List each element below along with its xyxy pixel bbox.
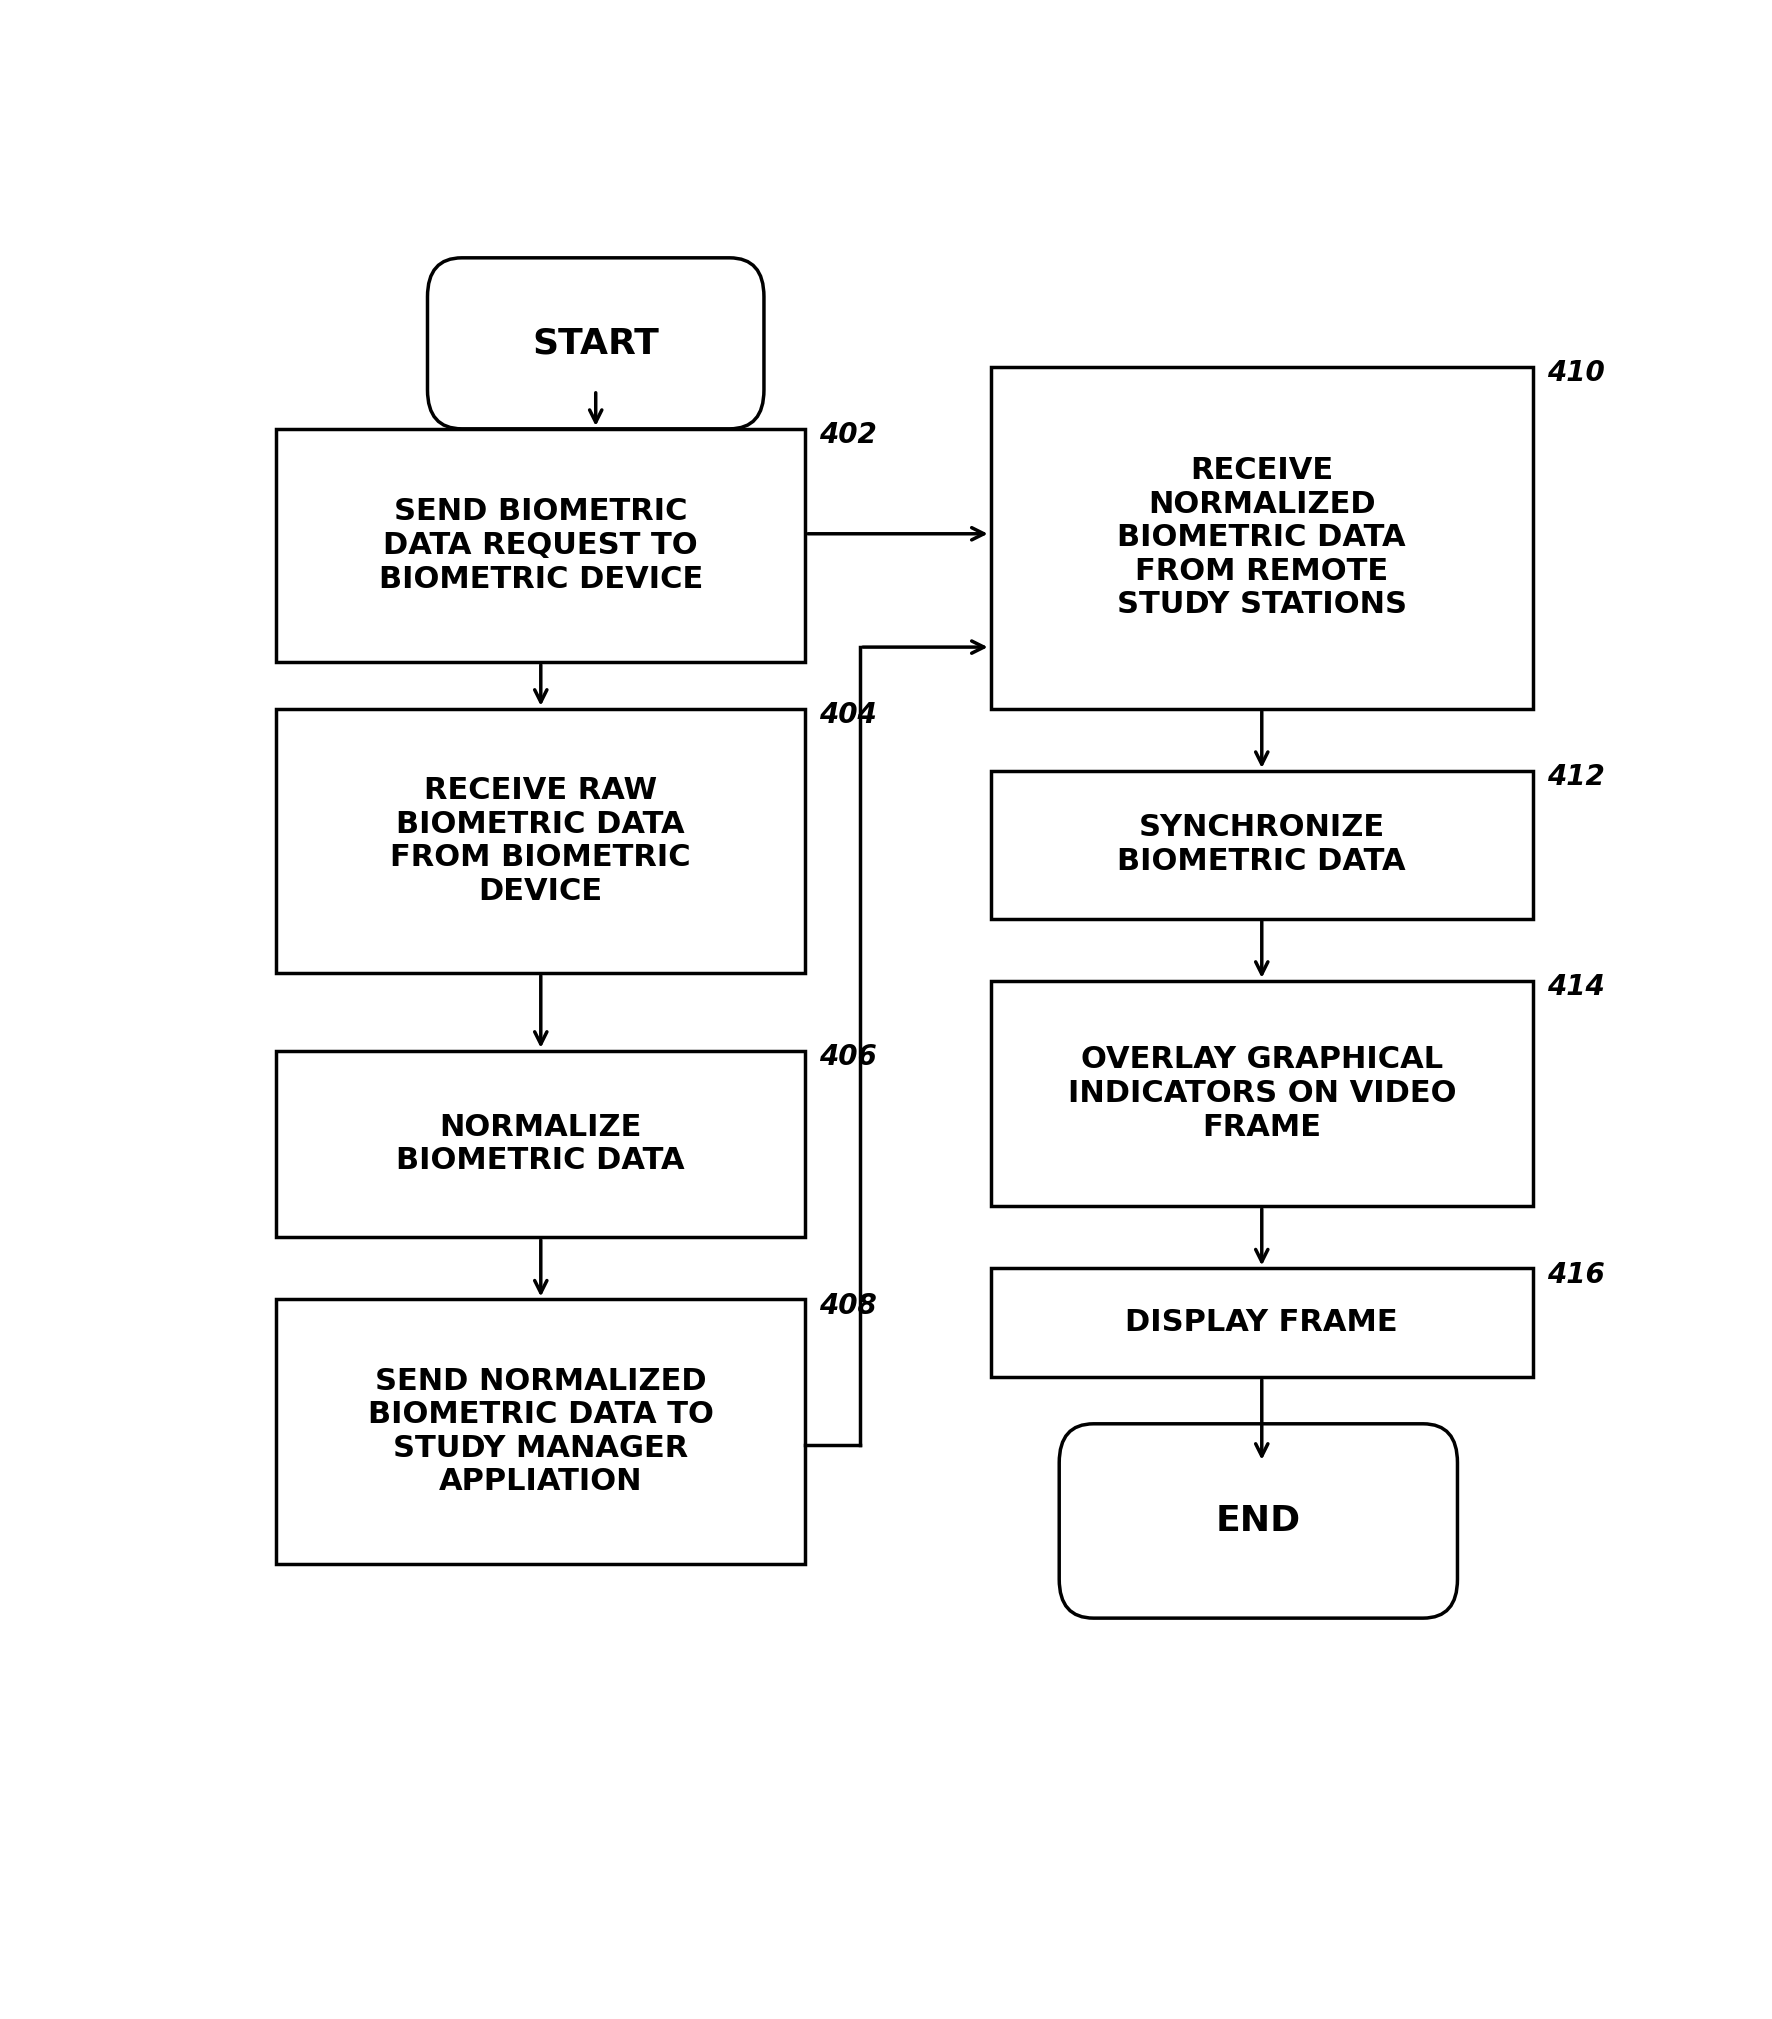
Text: SYNCHRONIZE
BIOMETRIC DATA: SYNCHRONIZE BIOMETRIC DATA — [1118, 814, 1407, 876]
Text: START: START — [532, 327, 659, 359]
Text: 404: 404 — [819, 701, 877, 729]
Bar — [991, 771, 1533, 919]
Bar — [991, 1268, 1533, 1377]
Bar — [276, 1300, 804, 1563]
Text: RECEIVE RAW
BIOMETRIC DATA
FROM BIOMETRIC
DEVICE: RECEIVE RAW BIOMETRIC DATA FROM BIOMETRI… — [390, 775, 691, 907]
Text: 402: 402 — [819, 422, 877, 448]
Text: 406: 406 — [819, 1044, 877, 1070]
Bar — [991, 367, 1533, 709]
Text: SEND BIOMETRIC
DATA REQUEST TO
BIOMETRIC DEVICE: SEND BIOMETRIC DATA REQUEST TO BIOMETRIC… — [379, 497, 703, 594]
Text: 412: 412 — [1547, 763, 1604, 791]
Text: RECEIVE
NORMALIZED
BIOMETRIC DATA
FROM REMOTE
STUDY STATIONS: RECEIVE NORMALIZED BIOMETRIC DATA FROM R… — [1116, 456, 1407, 620]
FancyBboxPatch shape — [427, 258, 764, 428]
Text: 410: 410 — [1547, 359, 1604, 388]
Text: OVERLAY GRAPHICAL
INDICATORS ON VIDEO
FRAME: OVERLAY GRAPHICAL INDICATORS ON VIDEO FR… — [1067, 1046, 1457, 1141]
Text: 414: 414 — [1547, 973, 1604, 1001]
Text: SEND NORMALIZED
BIOMETRIC DATA TO
STUDY MANAGER
APPLIATION: SEND NORMALIZED BIOMETRIC DATA TO STUDY … — [369, 1367, 714, 1496]
Bar — [276, 709, 804, 973]
Bar — [276, 1050, 804, 1238]
Text: 416: 416 — [1547, 1260, 1604, 1288]
Text: DISPLAY FRAME: DISPLAY FRAME — [1125, 1308, 1398, 1337]
Text: NORMALIZE
BIOMETRIC DATA: NORMALIZE BIOMETRIC DATA — [397, 1112, 686, 1175]
FancyBboxPatch shape — [1060, 1423, 1457, 1617]
Text: END: END — [1216, 1504, 1301, 1538]
Text: 408: 408 — [819, 1292, 877, 1320]
Bar — [991, 981, 1533, 1205]
Bar — [276, 428, 804, 662]
